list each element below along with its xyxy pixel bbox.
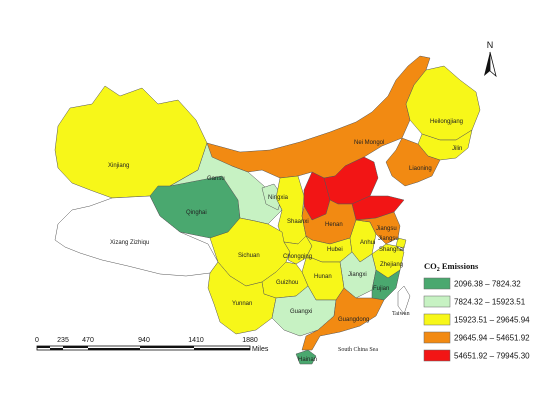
label-ningxia: Ningxia [268,195,289,201]
scale-tick-1410: 1410 [188,337,204,344]
label-jilin: Jilin [452,146,462,152]
label-hunan: Hunan [314,274,332,280]
label-guangdong: Guangdong [338,317,369,323]
label-gansu: Gansu [207,176,225,182]
label-xinjiang: Xinjiang [108,163,129,169]
legend-swatch-4 [423,331,451,344]
label-hainan: Hainan [298,357,317,363]
label-guangxi: Guangxi [290,309,312,315]
label-shaanxi: Shaanxi [287,219,309,225]
north-arrow: N [484,40,497,78]
legend-label-5: 54651.92 – 79945.30 [454,352,530,361]
label-hubei: Hubei [327,247,343,253]
label-jiangsu-2: Jiangsu [378,236,399,242]
scale-bar: 0 235 470 940 1410 1880 Miles [35,337,269,353]
provinces [54,55,481,365]
scale-tick-0: 0 [35,337,39,344]
label-fujian: Fujian [373,286,389,292]
label-neimongol: Nei Mongol [354,140,384,146]
north-arrow-icon [484,52,490,76]
region-liaoning [385,137,441,187]
scale-tick-235: 235 [57,337,69,344]
region-hainan [295,349,317,365]
scale-tick-470: 470 [82,337,94,344]
region-fujian [371,269,401,301]
legend-swatch-1 [423,277,451,290]
legend-label-2: 7824.32 – 15923.51 [454,298,526,307]
legend-label-1: 2096.38 – 7824.32 [454,280,521,289]
label-south-china-sea: South China Sea [338,347,378,353]
scale-unit: Miles [252,346,269,353]
legend: CO2 Emissions 2096.38 – 7824.32 7824.32 –… [423,261,530,362]
legend-swatch-5 [423,349,451,362]
label-jiangxi: Jiangxi [348,272,367,278]
label-qinghai: Qinghai [186,210,207,216]
north-arrow-letter: N [487,40,494,50]
label-liaoning: Liaoning [409,166,432,172]
label-jiangsu: Jiangsu [376,226,397,232]
region-guangdong [301,287,385,351]
region-xizang [54,195,219,277]
label-anhui: Anhui [360,240,375,246]
legend-swatch-2 [423,295,451,308]
label-sichuan: Sichuan [238,253,260,259]
scale-tick-940: 940 [138,337,150,344]
label-henan: Henan [325,222,343,228]
label-chongqing: Chongqing [283,254,312,260]
legend-label-4: 29645.94 – 54651.92 [454,334,530,343]
region-shanghai [395,237,407,249]
legend-items: 2096.38 – 7824.32 7824.32 – 15923.51 15923… [423,277,530,362]
label-heilongjiang: Heilongjiang [430,119,463,125]
legend-title: CO2 Emissions [424,261,479,273]
label-yunnan: Yunnan [232,301,252,307]
region-taiwan [397,285,411,315]
legend-swatch-3 [423,313,451,326]
label-xizang: Xizang Zizhiqu [110,240,149,246]
legend-label-3: 15923.51 – 29645.94 [454,316,530,325]
scale-tick-1880: 1880 [242,337,258,344]
label-shanghai: Shanghai [379,247,404,253]
label-guizhou: Guizhou [276,280,298,286]
region-labels: Xinjiang Xizang Zizhiqu Qinghai Gansu Ne… [108,119,463,363]
label-zhejiang: Zhejiang [380,262,403,268]
label-taiwan: Taiwan [392,311,410,317]
